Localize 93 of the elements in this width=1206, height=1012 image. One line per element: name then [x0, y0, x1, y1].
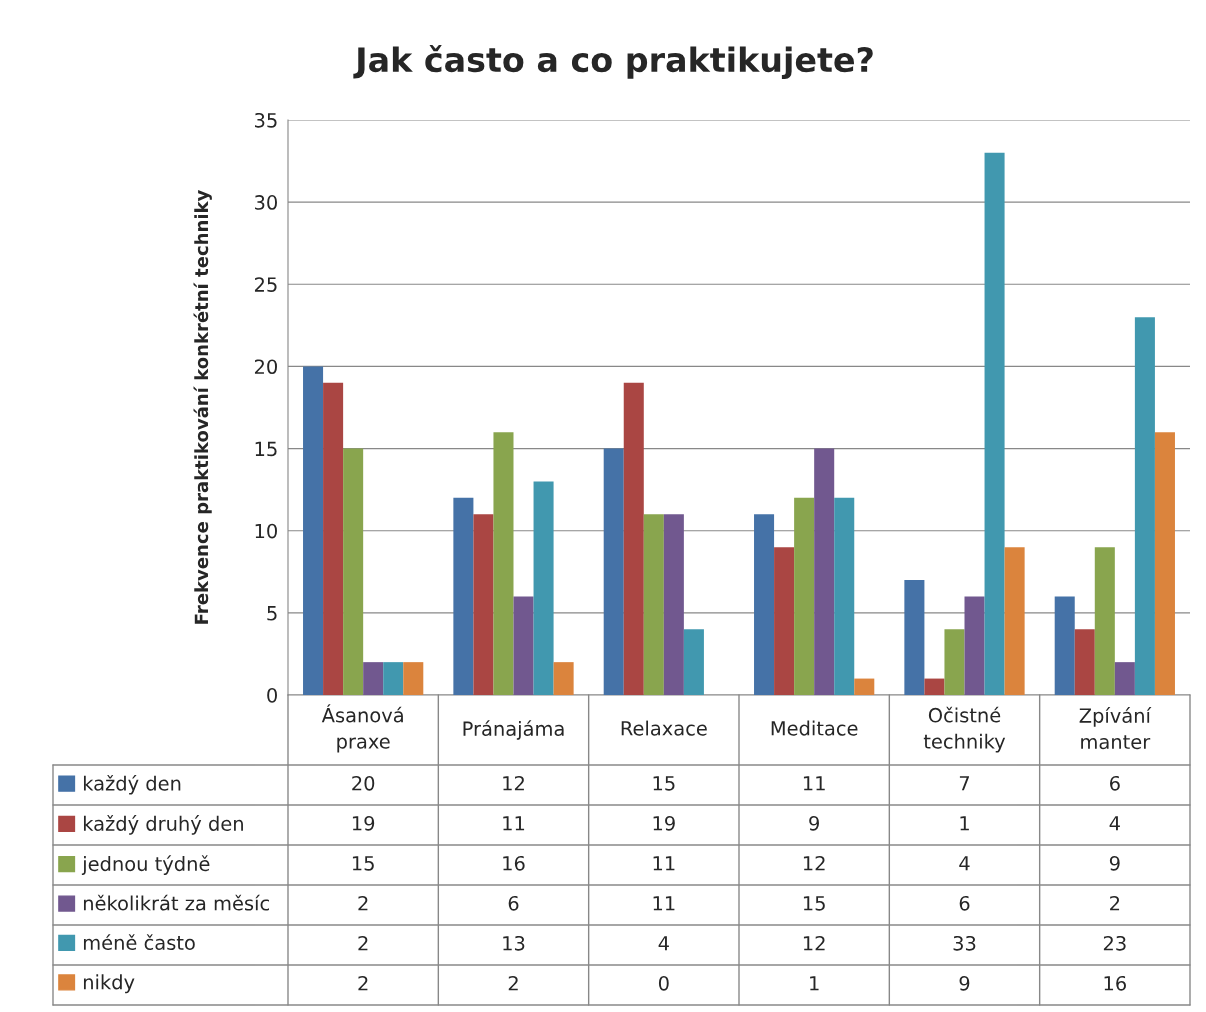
- bar: [513, 596, 534, 695]
- bar: [383, 662, 404, 695]
- data-label: 11: [503, 816, 525, 831]
- bar: [343, 448, 364, 695]
- data-label: 9: [809, 815, 819, 831]
- legend-label: méně často: [83, 934, 195, 950]
- data-label: 6: [508, 895, 519, 911]
- bar: [794, 497, 815, 695]
- data-label: 11: [653, 856, 675, 871]
- y-tick-label: 0: [267, 687, 277, 703]
- legend-label: jednou týdně: [81, 855, 210, 875]
- y-tick-label: 10: [255, 523, 277, 539]
- bar: [403, 662, 424, 695]
- bar: [1134, 317, 1155, 695]
- bar: [984, 152, 1005, 695]
- bar: [1004, 547, 1025, 695]
- data-label: 11: [653, 896, 675, 911]
- data-label: 2: [508, 975, 518, 991]
- y-tick-label: 25: [254, 277, 277, 292]
- legend-label: několikrát za měsíc: [83, 894, 269, 911]
- data-label: 33: [953, 935, 976, 951]
- bar: [453, 497, 474, 695]
- bar: [1094, 547, 1115, 695]
- data-label: 16: [1104, 975, 1126, 991]
- bar: [1154, 432, 1175, 695]
- chart-title: Jak často a co praktikujete?: [353, 45, 873, 79]
- y-axis-title: Frekvence praktikování konkrétní techniky: [193, 189, 212, 624]
- data-label: 23: [1103, 935, 1126, 951]
- x-tick-label: Zpívání manter: [1079, 707, 1152, 750]
- data-label: 12: [503, 775, 524, 791]
- data-label: 12: [803, 855, 825, 871]
- data-label: 6: [959, 895, 970, 911]
- y-tick-label: 35: [255, 112, 277, 128]
- legend-label: nikdy: [83, 974, 135, 994]
- legend-label: každý druhý den: [83, 815, 243, 835]
- bar: [553, 662, 574, 695]
- bar: [663, 514, 684, 695]
- bar: [683, 629, 704, 695]
- data-label: 0: [658, 975, 669, 991]
- x-tick-label: Ásanová praxe: [321, 704, 403, 753]
- bar: [774, 547, 795, 695]
- bar: [473, 514, 494, 695]
- data-label: 4: [1109, 816, 1120, 831]
- data-label: 2: [358, 935, 368, 951]
- data-label: 15: [653, 776, 675, 791]
- bar: [964, 596, 985, 695]
- data-label: 4: [658, 936, 669, 951]
- data-label: 9: [1109, 855, 1120, 871]
- y-tick-label: 15: [255, 441, 277, 457]
- x-tick-label: Relaxace: [621, 720, 707, 736]
- data-label: 19: [653, 815, 675, 831]
- y-tick-label: 20: [254, 359, 277, 375]
- bar: [924, 678, 945, 695]
- data-label: 4: [959, 856, 970, 871]
- bar: [643, 514, 664, 695]
- data-label: 13: [503, 935, 525, 951]
- bar: [754, 514, 775, 695]
- x-tick-label: Meditace: [771, 720, 858, 736]
- bar: [834, 497, 855, 695]
- bar: [623, 382, 644, 695]
- data-label: 1: [810, 976, 819, 991]
- bar: [904, 580, 925, 695]
- bar: [944, 629, 965, 695]
- y-tick-label: 30: [255, 195, 277, 210]
- data-label: 6: [1110, 775, 1120, 791]
- data-label: 12: [803, 935, 825, 951]
- data-label: 7: [959, 776, 970, 791]
- bar: [493, 432, 514, 695]
- data-label: 16: [503, 855, 525, 871]
- x-tick-label: Očistné techniky: [923, 706, 1006, 753]
- data-label: 1: [960, 816, 969, 831]
- data-label: 2: [1110, 895, 1120, 911]
- bar: [603, 448, 624, 695]
- legend-label: každý den: [83, 774, 181, 795]
- bar: [1114, 662, 1135, 695]
- bar: [323, 382, 344, 695]
- x-tick-label: Pránajáma: [463, 720, 564, 740]
- bar: [814, 448, 835, 695]
- data-label: 20: [352, 775, 375, 791]
- data-label: 2: [358, 895, 368, 911]
- bar: [854, 678, 875, 695]
- bar: [1074, 629, 1095, 695]
- bar: [303, 366, 324, 695]
- bar: [363, 662, 384, 695]
- data-label: 15: [803, 896, 825, 911]
- data-label: 11: [803, 776, 825, 791]
- y-tick-label: 5: [267, 606, 277, 621]
- data-label: 15: [352, 856, 374, 871]
- bar: [1054, 596, 1075, 695]
- data-label: 9: [959, 975, 970, 991]
- bar: [533, 481, 554, 695]
- data-label: 19: [352, 815, 375, 831]
- data-label: 2: [358, 975, 368, 991]
